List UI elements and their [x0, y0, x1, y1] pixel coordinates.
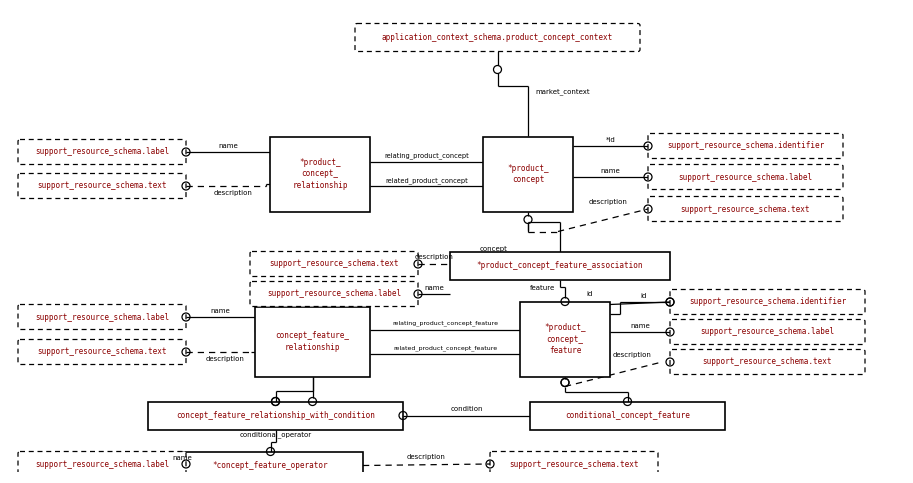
Bar	[483, 137, 573, 212]
FancyBboxPatch shape	[648, 197, 843, 222]
Text: support_resource_schema.label: support_resource_schema.label	[35, 459, 169, 469]
FancyBboxPatch shape	[18, 140, 186, 165]
FancyBboxPatch shape	[18, 340, 186, 365]
Text: support_resource_schema.label: support_resource_schema.label	[35, 313, 169, 322]
Text: name: name	[425, 285, 444, 291]
Text: *product_
concept: *product_ concept	[508, 164, 549, 184]
Text: support_resource_schema.text: support_resource_schema.text	[37, 182, 167, 190]
Text: relating_product_concept_feature: relating_product_concept_feature	[392, 321, 498, 327]
FancyBboxPatch shape	[18, 304, 186, 329]
Text: concept: concept	[480, 246, 508, 253]
Text: concept_feature_relationship_with_condition: concept_feature_relationship_with_condit…	[176, 411, 375, 420]
Text: description: description	[206, 356, 245, 362]
Text: related_product_concept: related_product_concept	[385, 178, 467, 185]
FancyBboxPatch shape	[648, 165, 843, 189]
Text: application_context_schema.product_concept_context: application_context_schema.product_conce…	[382, 33, 614, 42]
Text: description: description	[589, 199, 627, 205]
Text: description: description	[415, 254, 454, 260]
Text: *product_concept_feature_association: *product_concept_feature_association	[477, 261, 644, 270]
Text: support_resource_schema.identifier: support_resource_schema.identifier	[689, 298, 846, 307]
Text: relating_product_concept: relating_product_concept	[384, 153, 469, 159]
Text: support_resource_schema.text: support_resource_schema.text	[681, 204, 810, 213]
Text: support_resource_schema.identifier: support_resource_schema.identifier	[666, 142, 824, 151]
Bar	[530, 401, 725, 429]
Bar	[255, 307, 370, 377]
FancyBboxPatch shape	[250, 282, 418, 307]
Text: description: description	[613, 352, 652, 358]
Text: feature: feature	[530, 284, 555, 290]
Text: support_resource_schema.text: support_resource_schema.text	[269, 259, 399, 269]
Text: *id: *id	[605, 137, 615, 143]
Bar	[178, 452, 363, 480]
Text: support_resource_schema.text: support_resource_schema.text	[703, 357, 833, 367]
Text: related_product_concept_feature: related_product_concept_feature	[393, 346, 497, 351]
Text: support_resource_schema.label: support_resource_schema.label	[267, 289, 401, 298]
Text: concept_feature_
relationship: concept_feature_ relationship	[276, 331, 350, 352]
Text: conditional_concept_feature: conditional_concept_feature	[565, 411, 690, 420]
Text: support_resource_schema.label: support_resource_schema.label	[35, 147, 169, 156]
Text: name: name	[211, 308, 230, 314]
Text: *product_
concept_
relationship: *product_ concept_ relationship	[292, 158, 348, 190]
Bar	[450, 252, 670, 280]
Text: name: name	[218, 143, 238, 149]
Text: *concept_feature_operator: *concept_feature_operator	[213, 461, 329, 470]
FancyBboxPatch shape	[490, 452, 658, 477]
FancyBboxPatch shape	[250, 252, 418, 276]
Text: *product_
concept_
feature: *product_ concept_ feature	[544, 324, 586, 355]
Text: support_resource_schema.text: support_resource_schema.text	[37, 347, 167, 356]
FancyBboxPatch shape	[648, 133, 843, 158]
FancyBboxPatch shape	[670, 289, 865, 314]
Text: name: name	[173, 455, 192, 461]
Text: conditional_operator: conditional_operator	[239, 431, 311, 438]
Text: description: description	[407, 454, 446, 460]
Text: condition: condition	[450, 406, 483, 412]
Bar	[270, 137, 370, 212]
Text: description: description	[214, 190, 252, 196]
Text: support_resource_schema.text: support_resource_schema.text	[509, 459, 639, 469]
Text: market_context: market_context	[536, 88, 590, 95]
FancyBboxPatch shape	[18, 173, 186, 199]
FancyBboxPatch shape	[670, 319, 865, 344]
Text: id: id	[587, 290, 593, 297]
FancyBboxPatch shape	[355, 24, 640, 52]
Bar	[520, 301, 610, 377]
Text: name: name	[630, 323, 650, 329]
Bar	[148, 401, 403, 429]
FancyBboxPatch shape	[18, 452, 186, 477]
Text: name: name	[601, 168, 620, 174]
FancyBboxPatch shape	[670, 350, 865, 374]
Text: id: id	[640, 293, 646, 299]
Text: support_resource_schema.label: support_resource_schema.label	[700, 327, 834, 337]
Text: support_resource_schema.label: support_resource_schema.label	[678, 172, 813, 182]
